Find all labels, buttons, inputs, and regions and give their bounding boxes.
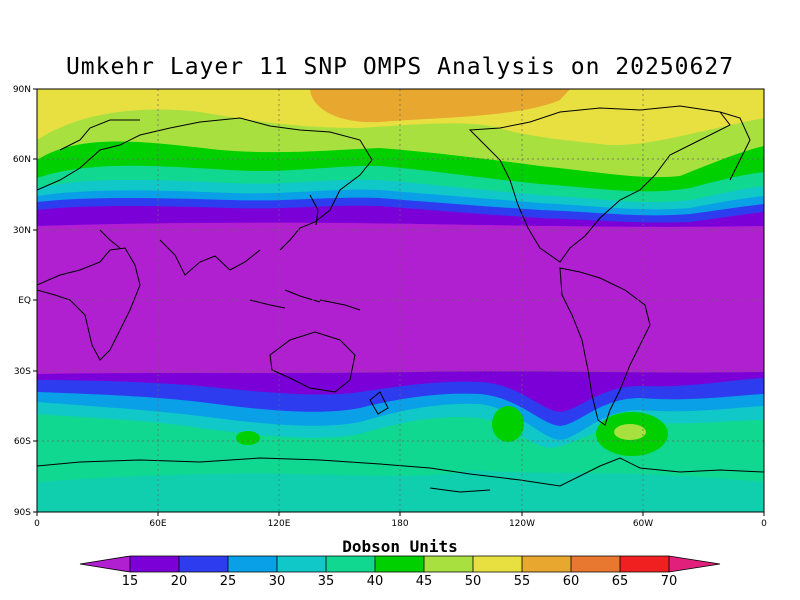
colorbar-label-40: 40 — [367, 574, 384, 589]
colorbar-segment-65 — [620, 556, 669, 572]
lat-labels: 90N 60N 30N EQ 30S 60S 90S — [13, 85, 31, 518]
lon-labels: 0 60E 120E 180 120W 60W 0 — [34, 519, 767, 529]
lat-label-90n: 90N — [13, 85, 31, 95]
lat-label-60s: 60S — [14, 437, 31, 447]
coastlines — [37, 105, 764, 493]
lat-label-30s: 30S — [14, 367, 31, 377]
lat-label-60n: 60N — [13, 155, 31, 165]
colorbar-segment-45 — [424, 556, 473, 572]
colorbar-segment-40 — [375, 556, 424, 572]
colorbar-label-45: 45 — [416, 574, 433, 589]
colorbar-label-15: 15 — [122, 574, 139, 589]
colorbar: 15 20 25 30 35 40 45 50 55 60 65 70 — [79, 555, 721, 589]
lon-label-0-right: 0 — [761, 519, 767, 529]
colorbar-segment-20 — [179, 556, 228, 572]
colorbar-label-20: 20 — [171, 574, 188, 589]
colorbar-segment-30 — [277, 556, 326, 572]
tick-marks — [33, 88, 765, 516]
colorbar-label-65: 65 — [612, 574, 629, 589]
lon-label-180: 180 — [391, 519, 408, 529]
colorbar-segment-25 — [228, 556, 277, 572]
lon-label-120w: 120W — [509, 519, 535, 529]
colorbar-label-30: 30 — [269, 574, 286, 589]
colorbar-arrow-low — [80, 556, 130, 572]
colorbar-segment-60 — [571, 556, 620, 572]
colorbar-segment-15 — [130, 556, 179, 572]
lon-label-60e: 60E — [149, 519, 166, 529]
lat-label-eq: EQ — [18, 296, 31, 306]
colorbar-segment-50 — [473, 556, 522, 572]
lon-label-0-left: 0 — [34, 519, 40, 529]
lon-label-60w: 60W — [633, 519, 653, 529]
colorbar-segment-35 — [326, 556, 375, 572]
map-title: Umkehr Layer 11 SNP OMPS Analysis on 202… — [65, 54, 735, 80]
colorbar-segment-55 — [522, 556, 571, 572]
colorbar-label-60: 60 — [563, 574, 580, 589]
colorbar-label-25: 25 — [220, 574, 237, 589]
graticule — [37, 89, 764, 512]
colorbar-label-35: 35 — [318, 574, 335, 589]
lon-label-120e: 120E — [268, 519, 291, 529]
lat-label-90s: 90S — [14, 508, 31, 518]
lat-label-30n: 30N — [13, 226, 31, 236]
colorbar-title: Dobson Units — [342, 537, 458, 556]
colorbar-label-50: 50 — [465, 574, 482, 589]
colorbar-label-70: 70 — [661, 574, 678, 589]
colorbar-arrow-high — [669, 556, 720, 572]
ozone-contour-fill — [37, 89, 764, 512]
colorbar-label-55: 55 — [514, 574, 531, 589]
